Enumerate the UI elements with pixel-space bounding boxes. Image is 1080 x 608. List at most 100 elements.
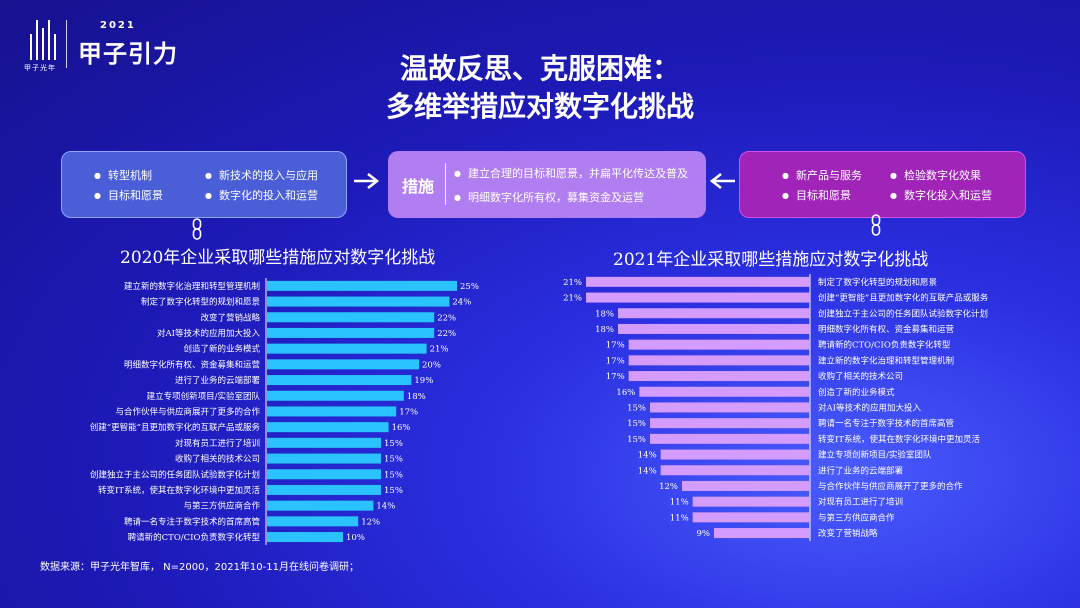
logo-divider bbox=[66, 20, 67, 68]
chart-2020-data-label: 24% bbox=[452, 298, 471, 308]
chart-2021-category-label: 制定了数字化转型的规划和愿景 bbox=[818, 277, 937, 288]
chart-2021-data-label: 17% bbox=[606, 356, 625, 366]
chart-2020-bar bbox=[267, 500, 374, 511]
chart-2021-data-label: 18% bbox=[595, 325, 614, 335]
chart-2020-category-label: 与合作伙伴与供应商展开了更多的合作 bbox=[115, 406, 260, 417]
chart-2021-bar bbox=[639, 386, 810, 397]
arrow-right-icon bbox=[354, 172, 380, 190]
chart-2021-data-label: 15% bbox=[627, 419, 646, 429]
chart-2020-bar bbox=[267, 516, 359, 527]
chart-2021-data-label: 15% bbox=[627, 403, 646, 413]
chart-2021-bar bbox=[650, 433, 810, 444]
logo-title: 甲子引力 bbox=[78, 40, 178, 68]
chart-2021-bar bbox=[586, 292, 810, 303]
chart-2020-data-label: 17% bbox=[399, 407, 418, 417]
chart-2021-bar bbox=[650, 402, 810, 413]
chart-2021-category-label: 创建独立于主公司的任务团队试验数字化计划 bbox=[818, 308, 988, 319]
chart-2021-category-label: 与合作伙伴与供应商展开了更多的合作 bbox=[818, 481, 963, 492]
chart-2021-category-label: 进行了业务的云端部署 bbox=[818, 465, 904, 476]
chart-2020-data-label: 16% bbox=[392, 423, 411, 433]
chart-2021-bar bbox=[586, 276, 810, 287]
left-measures-box: 转型机制 新技术的投入与应用 目标和愿景 数字化的投入和运营 bbox=[61, 151, 347, 218]
chart-2020-data-label: 15% bbox=[384, 486, 403, 496]
chart-2020-category-label: 对AI等技术的应用加大投入 bbox=[157, 328, 260, 339]
right-box-item: 检验数字化效果 bbox=[890, 167, 981, 183]
chain-link-icon bbox=[871, 214, 881, 236]
chart-2020-bar bbox=[267, 422, 389, 433]
chart-2021-data-label: 14% bbox=[638, 466, 657, 476]
chart-2020-bar bbox=[267, 453, 381, 464]
chart-2020-bar bbox=[267, 280, 457, 291]
chart-2021-category-label: 聘请新的CTO/CIO负责数字化转型 bbox=[818, 340, 951, 351]
mid-box-item: 建立合理的目标和愿景，并扁平化传达及普及 bbox=[454, 165, 688, 181]
chart-2020-bar bbox=[267, 437, 381, 448]
logo-year: 2021 bbox=[100, 20, 136, 31]
right-box-item: 新产品与服务 bbox=[782, 167, 862, 183]
chart-2021-category-label: 对AI等技术的应用加大投入 bbox=[818, 402, 921, 413]
chart-2021-bar bbox=[618, 323, 810, 334]
chart-2021-category-label: 改变了营销战略 bbox=[818, 528, 878, 539]
chart-2020-bar bbox=[267, 327, 435, 338]
data-source-note: 数据来源：甲子光年智库， N=2000，2021年10-11月在线问卷调研； bbox=[40, 562, 359, 573]
chart-2020-category-label: 创造了新的业务模式 bbox=[183, 344, 260, 355]
chart-2021-category-label: 明细数字化所有权、资金募集和运营 bbox=[818, 324, 954, 335]
chart-2021-data-label: 12% bbox=[659, 482, 678, 492]
chart-2020-data-label: 15% bbox=[384, 439, 403, 449]
chart-2021-data-label: 16% bbox=[616, 388, 635, 398]
chart-2020-category-label: 进行了业务的云端部署 bbox=[175, 375, 261, 386]
chart-2020-category-label: 建立专项创新项目/实验室团队 bbox=[147, 391, 261, 402]
chart-2020-bar bbox=[267, 343, 427, 354]
chart-2020-category-label: 创建独立于主公司的任务团队试验数字化计划 bbox=[90, 469, 260, 480]
chart-2020-data-label: 22% bbox=[437, 313, 456, 323]
chart-2021-data-label: 21% bbox=[563, 278, 582, 288]
chart-2020-data-label: 12% bbox=[361, 517, 380, 527]
chart-2020-category-label: 收购了相关的技术公司 bbox=[175, 454, 260, 465]
arrow-left-icon bbox=[709, 172, 735, 190]
chart-2021-category-label: 建立新的数字化治理和转型管理机制 bbox=[818, 355, 954, 366]
chart-2020-category-label: 与第三方供应商合作 bbox=[183, 501, 260, 512]
chart-2021-category-label: 与第三方供应商合作 bbox=[818, 512, 895, 523]
chart-2021-bar bbox=[628, 355, 810, 366]
chart-2020-category-label: 对现有员工进行了培训 bbox=[175, 438, 260, 449]
brand-logo: 甲子光年 2021 甲子引力 bbox=[22, 18, 192, 78]
chart-2020-bar bbox=[267, 312, 435, 323]
chart-2021-bar bbox=[660, 465, 810, 476]
chart-2020-data-label: 18% bbox=[407, 392, 426, 402]
chart-2020-data-label: 21% bbox=[430, 345, 449, 355]
chart-2020-category-label: 建立新的数字化治理和转型管理机制 bbox=[124, 281, 260, 292]
measures-divider bbox=[445, 163, 446, 205]
chart-2021-category-label: 创造了新的业务模式 bbox=[818, 387, 895, 398]
chart-2021-title: 2021年企业采取哪些措施应对数字化挑战 bbox=[613, 250, 929, 270]
chart-2021-bar bbox=[660, 449, 810, 460]
chart-2020-bar bbox=[267, 532, 343, 543]
chart-2020-data-label: 15% bbox=[384, 455, 403, 465]
chart-2020-bar bbox=[267, 296, 450, 307]
left-box-item: 新技术的投入与应用 bbox=[205, 167, 318, 183]
chart-2020-bar bbox=[267, 406, 397, 417]
left-box-item: 目标和愿景 bbox=[94, 187, 163, 203]
chart-2021-bar bbox=[618, 308, 810, 319]
chart-2020-data-label: 25% bbox=[460, 282, 479, 292]
chart-2021-bar bbox=[714, 528, 810, 539]
chart-2021-data-label: 18% bbox=[595, 309, 614, 319]
chart-2021-data-label: 17% bbox=[606, 372, 625, 382]
mid-box-item: 明细数字化所有权，募集资金及运营 bbox=[454, 189, 644, 205]
middle-measures-box: 措施 建立合理的目标和愿景，并扁平化传达及普及 明细数字化所有权，募集资金及运营 bbox=[388, 151, 706, 218]
logo-mark-icon bbox=[28, 20, 58, 60]
right-measures-box: 新产品与服务 检验数字化效果 目标和愿景 数字化投入和运营 bbox=[739, 151, 1026, 218]
headline-line-1: 温故反思、克服困难： bbox=[399, 52, 680, 85]
right-box-item: 数字化投入和运营 bbox=[890, 187, 992, 203]
chart-2020-category-label: 改变了营销战略 bbox=[200, 312, 260, 323]
chart-2021-category-label: 建立专项创新项目/实验室团队 bbox=[818, 450, 932, 461]
chart-2021-data-label: 21% bbox=[563, 294, 582, 304]
chart-2021-data-label: 15% bbox=[627, 435, 646, 445]
chart-2020-bar bbox=[267, 484, 381, 495]
chart-2021-bar bbox=[628, 339, 810, 350]
chart-2021-bar bbox=[628, 371, 810, 382]
left-box-item: 数字化的投入和运营 bbox=[205, 187, 318, 203]
chart-2020-data-label: 14% bbox=[376, 502, 395, 512]
chain-link-icon bbox=[192, 218, 202, 240]
left-box-item: 转型机制 bbox=[94, 167, 152, 183]
chart-2021-category-label: 对现有员工进行了培训 bbox=[818, 497, 903, 508]
